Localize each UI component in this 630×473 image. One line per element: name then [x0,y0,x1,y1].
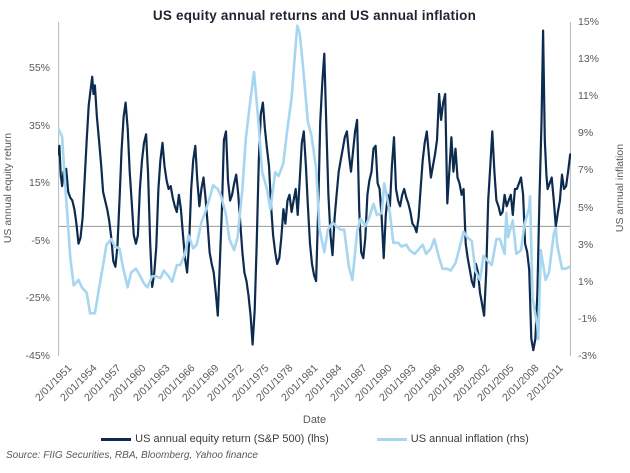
source-note: Source: FIIG Securities, RBA, Bloomberg,… [6,450,258,461]
left-axis-tick-label: 15% [28,177,50,190]
left-axis-tick-label: -25% [25,292,50,305]
right-axis-tick-label: 7% [578,164,594,177]
inflation-line-swatch [376,437,407,441]
equity-line-swatch [101,437,132,441]
right-axis-tick-label: -1% [578,312,597,325]
legend-label-inflation: US annual inflation (rhs) [410,433,529,445]
legend-item-inflation: US annual inflation (rhs) [376,433,529,445]
left-axis-tick-label: -5% [31,234,50,247]
inflation-line [58,24,571,341]
right-y-axis-title: US annual inflation [614,143,626,233]
x-axis-title: Date [302,414,327,426]
right-axis-tick-label: 1% [578,275,594,288]
left-axis-tick-label: 35% [28,119,50,132]
right-axis-tick-label: 13% [578,53,600,66]
legend-label-equity: US annual equity return (S&P 500) (lhs) [135,433,329,445]
left-axis-tick-label: 55% [28,62,50,75]
right-axis-tick-label: -3% [578,350,597,362]
right-axis-tick-label: 11% [578,90,599,103]
right-axis-tick-label: 3% [578,238,594,251]
right-axis-tick-label: 5% [578,201,594,214]
legend: US annual equity return (S&P 500) (lhs) … [0,433,630,445]
left-y-axis-title: US annual equity return [2,132,14,244]
right-axis-tick-label: 9% [578,127,594,140]
equity-return-line [58,29,571,352]
chart-title: US equity annual returns and US annual i… [152,8,477,23]
right-axis-tick-label: 15% [578,16,600,28]
plot-area [58,22,571,356]
legend-item-equity: US annual equity return (S&P 500) (lhs) [101,433,329,445]
left-axis-tick-label: -45% [25,350,50,362]
